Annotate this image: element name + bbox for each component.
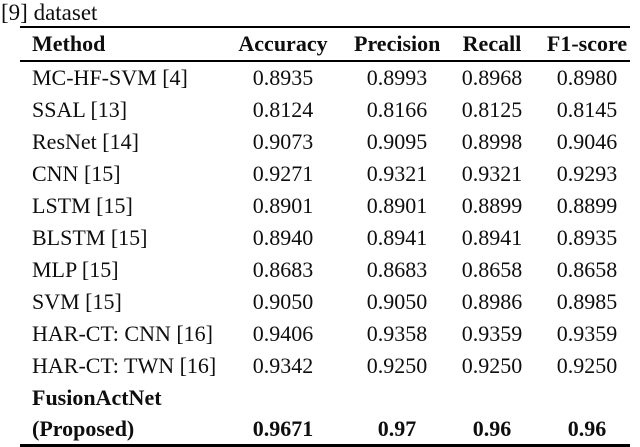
accuracy-cell: 0.8935: [252, 65, 314, 90]
precision-cell: 0.9050: [366, 289, 428, 314]
precision-cell: 0.9095: [366, 129, 428, 154]
f1score-cell: 0.8145: [556, 97, 618, 122]
f1score-cell: 0.9250: [556, 353, 618, 378]
table-row: CNN [15] 0.9271 0.9321 0.9321 0.9293: [20, 158, 630, 190]
table-row: HAR-CT: CNN [16] 0.9406 0.9358 0.9359 0.…: [20, 318, 630, 350]
column-header-method: Method: [20, 27, 212, 62]
accuracy-cell: 0.8124: [252, 97, 314, 122]
method-cell: SVM [15]: [32, 289, 122, 314]
accuracy-cell: 0.9271: [252, 161, 314, 186]
f1score-cell: 0.96: [567, 416, 607, 441]
accuracy-cell: 0.9671: [252, 416, 314, 441]
recall-cell: 0.8125: [461, 97, 523, 122]
method-cell: SSAL [13]: [32, 97, 128, 122]
f1score-cell: 0.8935: [556, 225, 618, 250]
f1score-cell: 0.9046: [556, 129, 618, 154]
accuracy-cell: 0.9050: [252, 289, 314, 314]
accuracy-cell: 0.8683: [252, 257, 314, 282]
precision-cell: 0.9321: [366, 161, 428, 186]
precision-cell: 0.8683: [366, 257, 428, 282]
table-row: MC-HF-SVM [4] 0.8935 0.8993 0.8968 0.898…: [20, 61, 630, 94]
precision-cell: 0.8993: [366, 65, 428, 90]
precision-cell: 0.8166: [366, 97, 428, 122]
recall-cell: 0.9250: [461, 353, 523, 378]
f1score-cell: 0.8980: [556, 65, 618, 90]
column-header-precision: Precision: [354, 27, 440, 62]
table-row-proposed: FusionActNet (Proposed) 0.9671 0.97 0.96…: [20, 382, 630, 446]
method-cell: LSTM [15]: [32, 193, 133, 218]
accuracy-cell: 0.9073: [252, 129, 314, 154]
table-row: LSTM [15] 0.8901 0.8901 0.8899 0.8899: [20, 190, 630, 222]
method-name-line: FusionActNet: [32, 385, 162, 410]
recall-cell: 0.8986: [461, 289, 523, 314]
precision-cell: 0.8941: [366, 225, 428, 250]
table-row: MLP [15] 0.8683 0.8683 0.8658 0.8658: [20, 254, 630, 286]
method-cell: HAR-CT: CNN [16]: [32, 321, 214, 346]
recall-cell: 0.9321: [461, 161, 523, 186]
table-row: SVM [15] 0.9050 0.9050 0.8986 0.8985: [20, 286, 630, 318]
accuracy-cell: 0.8940: [252, 225, 314, 250]
precision-cell: 0.9250: [366, 353, 428, 378]
header-row: Method Accuracy Precision Recall F1-scor…: [20, 27, 630, 62]
recall-cell: 0.8899: [461, 193, 523, 218]
table-row: ResNet [14] 0.9073 0.9095 0.8998 0.9046: [20, 126, 630, 158]
method-cell: FusionActNet (Proposed): [20, 382, 212, 446]
precision-cell: 0.9358: [366, 321, 428, 346]
f1score-cell: 0.8658: [556, 257, 618, 282]
table-row: SSAL [13] 0.8124 0.8166 0.8125 0.8145: [20, 94, 630, 126]
recall-cell: 0.8658: [461, 257, 523, 282]
column-header-f1score: F1-score: [544, 27, 630, 62]
method-proposed-line: (Proposed): [32, 416, 135, 441]
method-cell: HAR-CT: TWN [16]: [32, 353, 217, 378]
accuracy-cell: 0.9342: [252, 353, 314, 378]
accuracy-cell: 0.8901: [252, 193, 314, 218]
column-header-accuracy: Accuracy: [212, 27, 354, 62]
accuracy-cell: 0.9406: [252, 321, 314, 346]
table-caption: [9] dataset: [1, 0, 98, 25]
method-cell: MLP [15]: [32, 257, 119, 282]
recall-cell: 0.8968: [461, 65, 523, 90]
recall-cell: 0.8941: [461, 225, 523, 250]
method-cell: CNN [15]: [32, 161, 121, 186]
recall-cell: 0.96: [472, 416, 512, 441]
recall-cell: 0.9359: [461, 321, 523, 346]
f1score-cell: 0.8899: [556, 193, 618, 218]
method-cell: BLSTM [15]: [32, 225, 148, 250]
method-cell: ResNet [14]: [32, 129, 139, 154]
f1score-cell: 0.9359: [556, 321, 618, 346]
precision-cell: 0.8901: [366, 193, 428, 218]
f1score-cell: 0.9293: [556, 161, 618, 186]
recall-cell: 0.8998: [461, 129, 523, 154]
table-row: HAR-CT: TWN [16] 0.9342 0.9250 0.9250 0.…: [20, 350, 630, 382]
column-header-recall: Recall: [440, 27, 544, 62]
precision-cell: 0.97: [377, 416, 417, 441]
method-cell: MC-HF-SVM [4]: [32, 65, 188, 90]
results-table: Method Accuracy Precision Recall F1-scor…: [20, 26, 630, 447]
f1score-cell: 0.8985: [556, 289, 618, 314]
table-row: BLSTM [15] 0.8940 0.8941 0.8941 0.8935: [20, 222, 630, 254]
